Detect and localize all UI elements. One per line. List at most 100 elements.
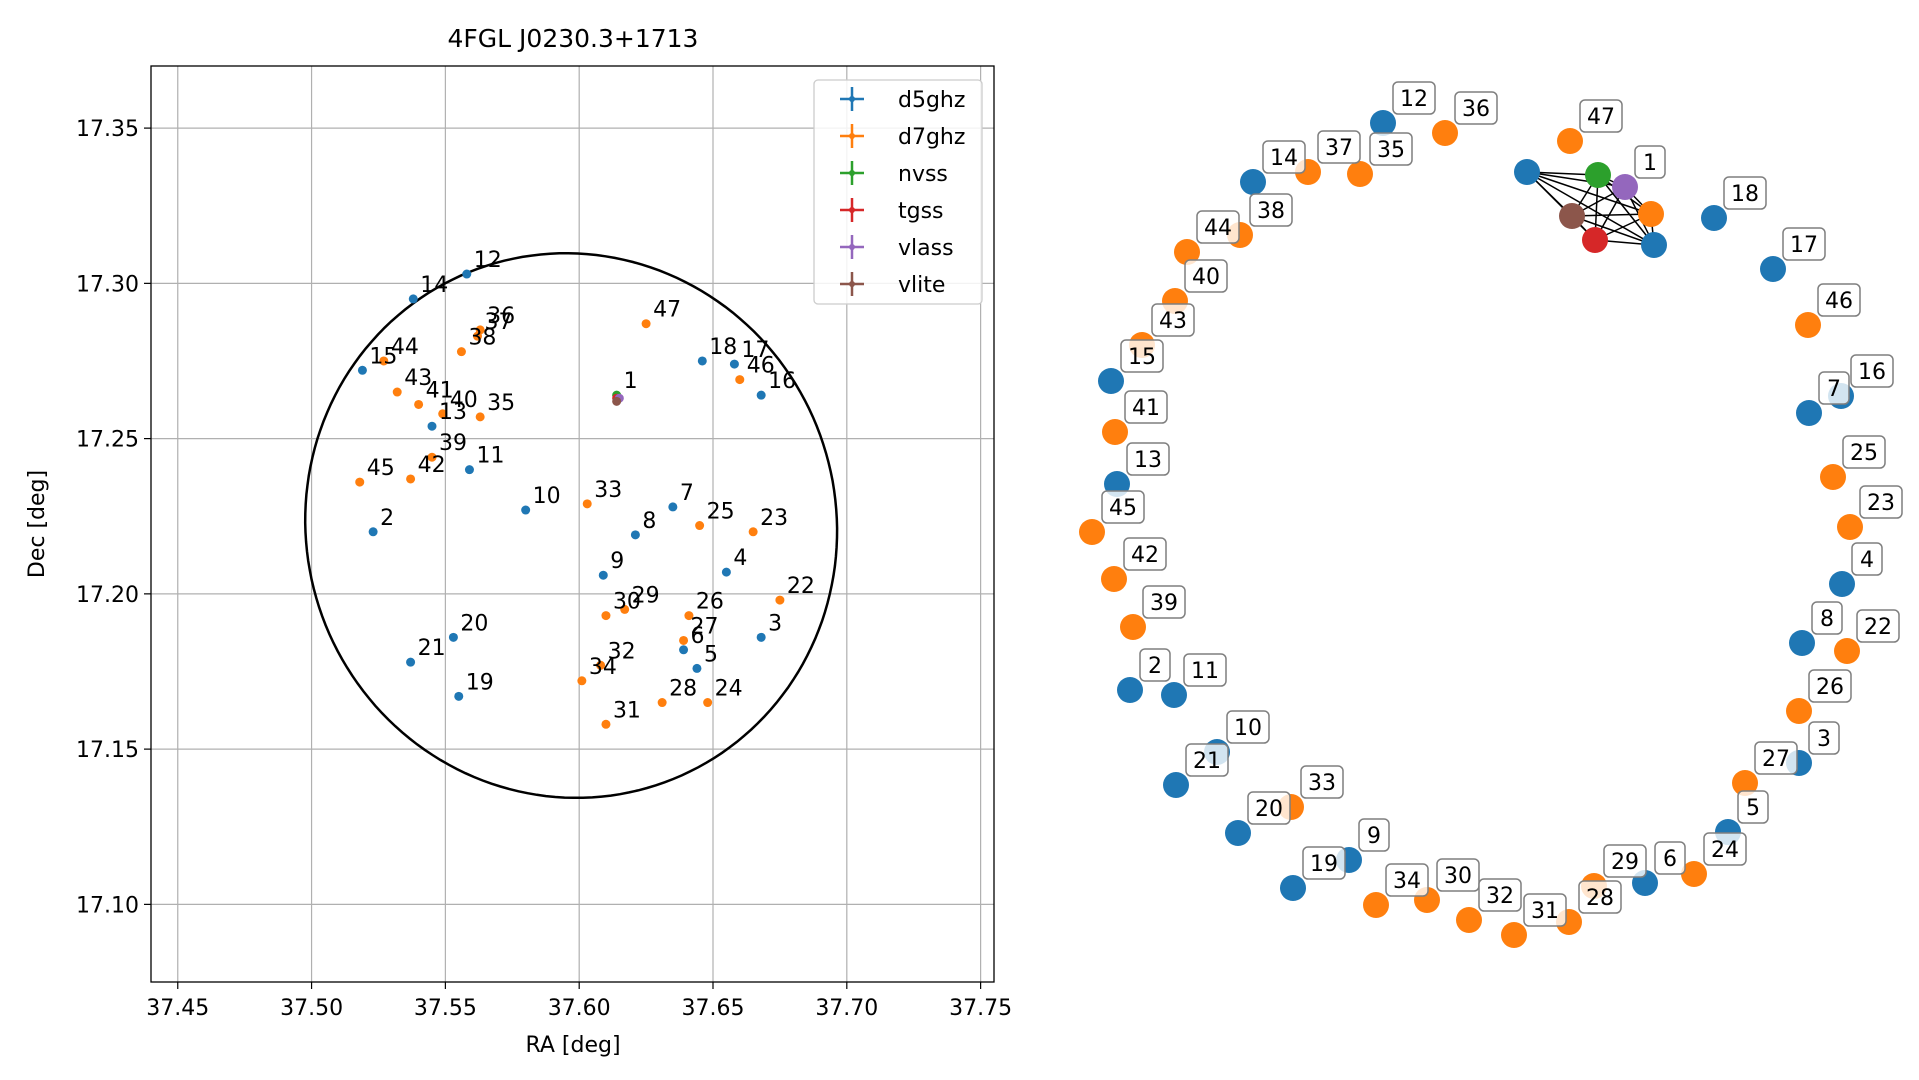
network-node-tgss (1582, 227, 1608, 253)
marker-d7ghz (582, 499, 592, 509)
marker-d7ghz (406, 474, 416, 484)
point-label: 4 (733, 546, 747, 571)
network-edge (1597, 174, 1655, 246)
network-node-label: 12 (1392, 81, 1436, 115)
point-label: 27 (691, 614, 719, 639)
label-box (1185, 743, 1229, 777)
marker-d5ghz (368, 527, 378, 537)
network-node-vlass (1612, 174, 1638, 200)
label-text: 14 (1270, 146, 1298, 171)
network-node-d7ghz (1786, 698, 1812, 724)
point-label: 16 (768, 369, 796, 394)
legend-box (813, 79, 983, 305)
marker-d5ghz (406, 657, 416, 667)
label-text: 47 (1587, 105, 1615, 130)
network-node-label: 6 (1654, 841, 1686, 875)
network-node-label: 13 (1126, 442, 1170, 476)
y-tick-label: 17.25 (76, 428, 139, 453)
network-node-d5ghz (1161, 682, 1187, 708)
label-box (1754, 741, 1798, 775)
label-text: 33 (1308, 771, 1336, 796)
network-node-d5ghz (1280, 875, 1306, 901)
label-box (1196, 210, 1240, 244)
label-text: 35 (1377, 138, 1405, 163)
network-nodes (1079, 110, 1863, 948)
y-tick-label: 17.30 (76, 272, 139, 297)
network-node-label: 37 (1317, 130, 1361, 164)
network-node-label: 14 (1262, 140, 1306, 174)
network-node-label: 38 (1249, 193, 1293, 227)
point-label: 43 (404, 366, 432, 391)
network-node-label: 36 (1454, 91, 1498, 125)
marker-d5ghz (357, 365, 367, 375)
x-tick-label: 37.75 (949, 996, 1012, 1021)
label-text: 43 (1159, 309, 1187, 334)
point-label: 44 (391, 335, 419, 360)
label-box (1123, 537, 1167, 571)
network-node-d7ghz (1681, 861, 1707, 887)
marker-d5ghz (756, 390, 766, 400)
network-node-d7ghz (1101, 566, 1127, 592)
label-box (1478, 878, 1522, 912)
label-box (1817, 283, 1861, 317)
network-node-label: 11 (1183, 653, 1227, 687)
network-node-label: 34 (1385, 863, 1429, 897)
label-box (1126, 442, 1170, 476)
network-node-d5ghz (1240, 169, 1266, 195)
legend-label-nvss: nvss (898, 162, 948, 187)
label-box (1851, 542, 1883, 576)
label-text: 23 (1867, 491, 1895, 516)
point-label: 17 (741, 338, 769, 363)
label-text: 34 (1393, 869, 1421, 894)
y-tick-label: 17.10 (76, 893, 139, 918)
marker-d7ghz (414, 399, 424, 409)
marker-d5ghz (427, 421, 437, 431)
point-label: 13 (439, 400, 467, 425)
label-text: 16 (1858, 360, 1886, 385)
label-box (1703, 832, 1747, 866)
network-node-label: 1 (1634, 145, 1666, 179)
marker-d5ghz (448, 632, 458, 642)
x-tick-label: 37.60 (548, 996, 611, 1021)
marker-d5ghz (679, 645, 689, 655)
marker-d5ghz (408, 294, 418, 304)
label-text: 13 (1134, 448, 1162, 473)
marker-d5ghz (729, 359, 739, 369)
label-box (1317, 130, 1361, 164)
network-node-d7ghz (1834, 638, 1860, 664)
point-label: 33 (594, 478, 622, 503)
point-label: 29 (632, 583, 660, 608)
y-tick-label: 17.35 (76, 117, 139, 142)
marker-d7ghz (735, 375, 745, 385)
marker-d7ghz (596, 660, 606, 670)
y-tick-label: 17.20 (76, 583, 139, 608)
label-text: 32 (1486, 884, 1514, 909)
marker-d7ghz (438, 409, 448, 419)
point-label: 32 (608, 639, 636, 664)
network-node-label: 5 (1737, 790, 1769, 824)
network-node-d7ghz (1363, 892, 1389, 918)
legend-label-vlite: vlite (898, 273, 945, 298)
marker-d5ghz (464, 465, 474, 475)
label-text: 40 (1192, 265, 1220, 290)
label-box (1818, 371, 1850, 405)
network-node-d7ghz (1079, 519, 1105, 545)
network-node-d5ghz (1163, 772, 1189, 798)
marker-d5ghz (692, 663, 702, 673)
point-label: 8 (642, 509, 656, 534)
label-box (1737, 790, 1769, 824)
legend-label-d5ghz: d5ghz (898, 88, 965, 113)
marker-d5ghz (598, 570, 608, 580)
marker-d7ghz (703, 698, 713, 708)
label-box (1850, 354, 1894, 388)
network-node-label: 24 (1703, 832, 1747, 866)
network-node-d5ghz (1370, 110, 1396, 136)
network-node-d5ghz (1641, 232, 1667, 258)
network-node-d5ghz (1760, 256, 1786, 282)
point-label: 39 (439, 431, 467, 456)
label-box (1139, 648, 1171, 682)
point-label: 38 (468, 326, 496, 351)
marker-d7ghz (695, 521, 705, 531)
label-box (1523, 893, 1567, 927)
